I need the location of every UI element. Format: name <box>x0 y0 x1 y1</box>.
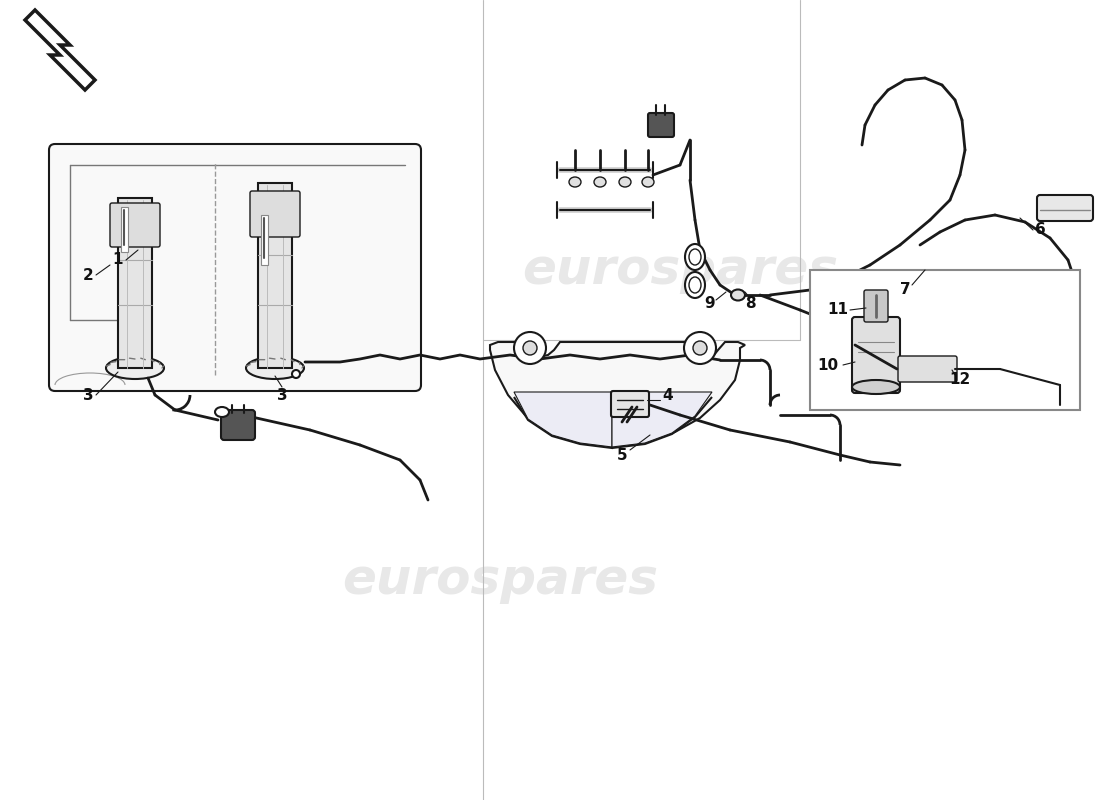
Text: 2: 2 <box>82 267 94 282</box>
Text: 9: 9 <box>705 297 715 311</box>
FancyBboxPatch shape <box>221 410 255 440</box>
Ellipse shape <box>852 380 900 394</box>
FancyBboxPatch shape <box>898 356 957 382</box>
FancyBboxPatch shape <box>648 113 674 137</box>
Ellipse shape <box>732 290 745 301</box>
Polygon shape <box>514 392 612 447</box>
Text: 3: 3 <box>277 387 287 402</box>
Ellipse shape <box>246 357 304 379</box>
Bar <box>118 198 152 368</box>
Ellipse shape <box>594 177 606 187</box>
Polygon shape <box>490 342 745 446</box>
Circle shape <box>522 341 537 355</box>
Text: 4: 4 <box>662 387 673 402</box>
FancyBboxPatch shape <box>864 290 888 322</box>
Ellipse shape <box>642 177 654 187</box>
Ellipse shape <box>689 277 701 293</box>
Text: 10: 10 <box>817 358 838 373</box>
Ellipse shape <box>685 272 705 298</box>
Text: 3: 3 <box>82 387 94 402</box>
Text: 8: 8 <box>745 297 756 311</box>
FancyBboxPatch shape <box>110 203 160 247</box>
Ellipse shape <box>685 244 705 270</box>
Ellipse shape <box>214 407 229 417</box>
Text: 5: 5 <box>617 447 627 462</box>
Polygon shape <box>612 392 712 447</box>
Text: eurospares: eurospares <box>342 556 658 604</box>
FancyBboxPatch shape <box>250 191 300 237</box>
Text: 6: 6 <box>1035 222 1045 238</box>
Text: eurospares: eurospares <box>72 246 388 294</box>
Text: 12: 12 <box>949 373 970 387</box>
Text: 7: 7 <box>900 282 911 298</box>
Ellipse shape <box>689 249 701 265</box>
Ellipse shape <box>619 177 631 187</box>
Circle shape <box>514 332 546 364</box>
Bar <box>258 183 292 368</box>
Ellipse shape <box>569 177 581 187</box>
Circle shape <box>693 341 707 355</box>
FancyBboxPatch shape <box>50 144 421 391</box>
Text: 11: 11 <box>827 302 848 318</box>
FancyBboxPatch shape <box>1037 195 1093 221</box>
FancyBboxPatch shape <box>610 391 649 417</box>
Circle shape <box>684 332 716 364</box>
Bar <box>261 215 268 265</box>
Bar <box>810 270 1080 410</box>
Polygon shape <box>25 10 95 90</box>
FancyBboxPatch shape <box>852 317 900 393</box>
Ellipse shape <box>106 357 164 379</box>
Ellipse shape <box>292 370 300 378</box>
Text: eurospares: eurospares <box>522 246 838 294</box>
Bar <box>121 207 128 252</box>
Text: 1: 1 <box>112 253 123 267</box>
